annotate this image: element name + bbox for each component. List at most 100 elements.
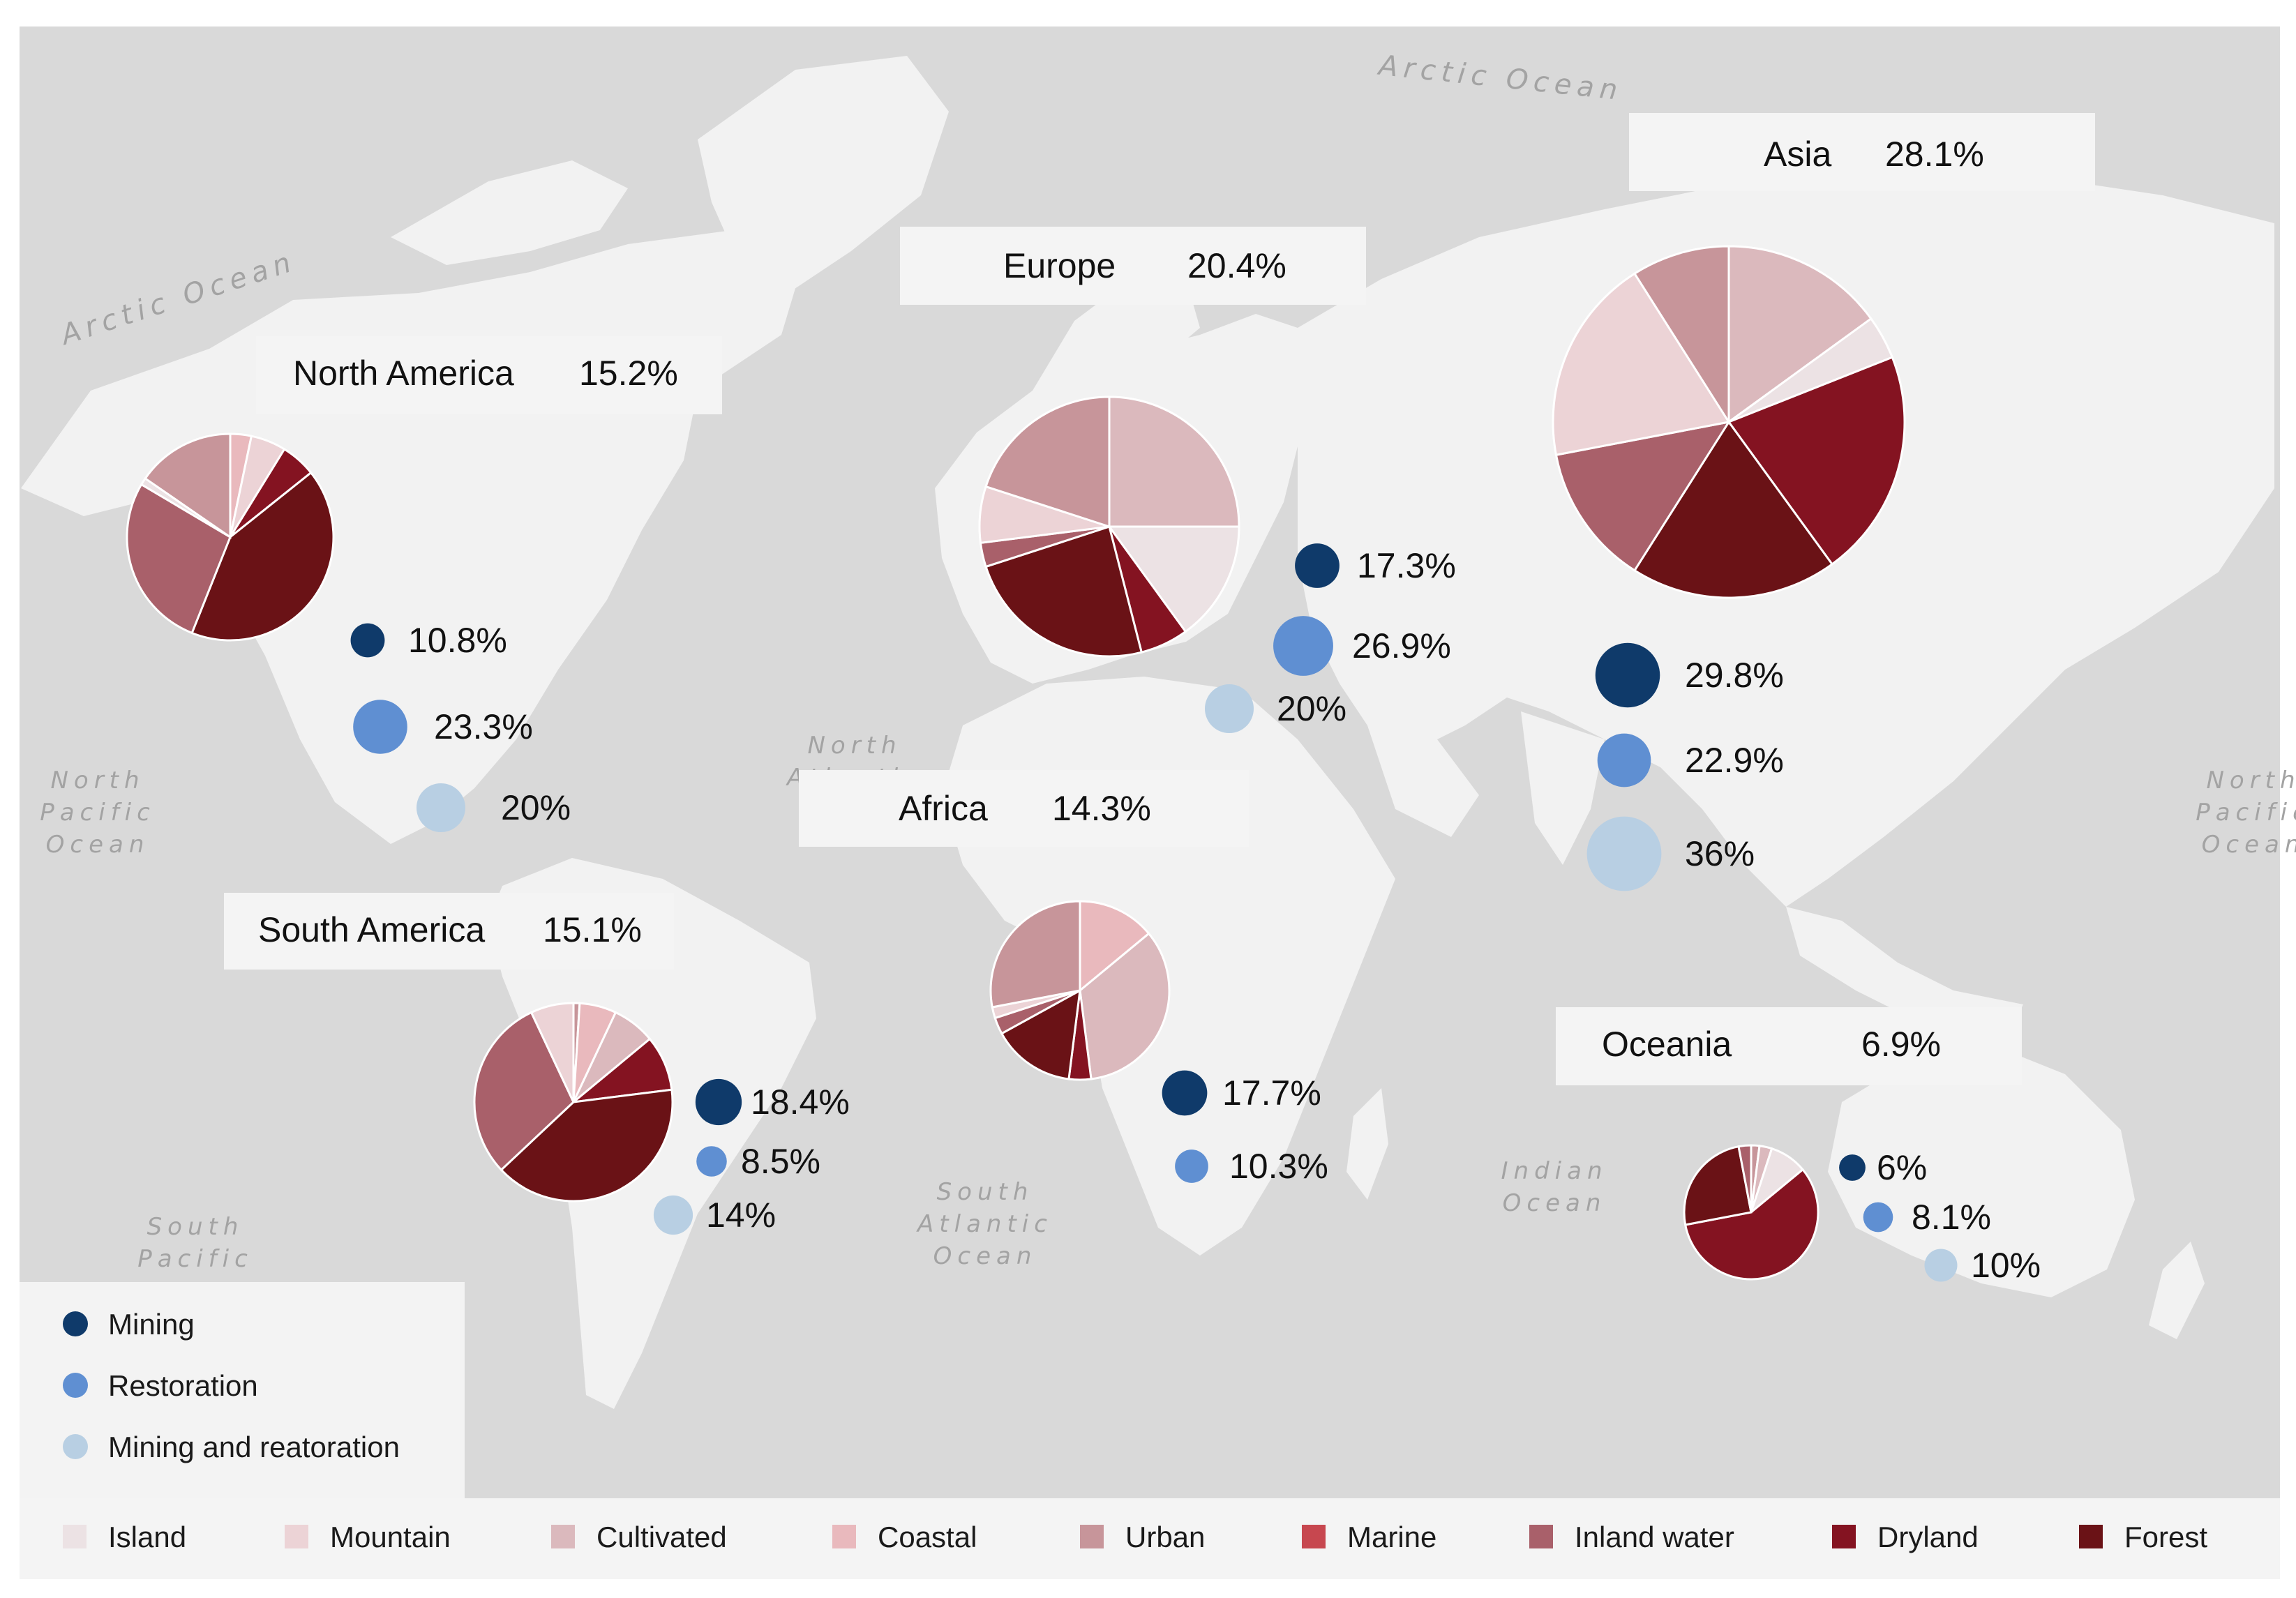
legend-label-mining: Mining: [108, 1308, 195, 1341]
region-percent: 14.3%: [1052, 789, 1151, 828]
pie-slice-forest: [984, 525, 1143, 658]
pie-slice-cultivated: [1727, 245, 1873, 424]
pie-slice-forest: [1633, 420, 1834, 599]
legend-marker-mining: [63, 1311, 88, 1336]
bubble-label: 36%: [1685, 834, 1755, 873]
legend-label-mountain: Mountain: [330, 1521, 451, 1553]
region-pies: [126, 245, 1906, 1281]
legend-swatch-forest: [2079, 1525, 2103, 1548]
region-percent: 15.2%: [579, 354, 678, 393]
pie-slice-inland-water: [1554, 420, 1732, 572]
bubble-mining-and-reatoration: [417, 783, 465, 832]
land-arabia-india: [1367, 711, 1605, 865]
legend-label-cultivated: Cultivated: [596, 1521, 727, 1553]
region-name: South America: [258, 910, 485, 949]
bubble-restoration: [1175, 1149, 1208, 1183]
pie-slice-cultivated: [1079, 932, 1171, 1080]
region-label-north-america: North America 15.2%: [256, 336, 722, 414]
bubble-label: 17.7%: [1222, 1073, 1321, 1113]
region-name: Oceania: [1602, 1025, 1732, 1064]
region-percent: 15.1%: [543, 910, 642, 949]
region-percent: 6.9%: [1861, 1025, 1941, 1064]
bubble-restoration: [1273, 616, 1333, 676]
pie-slice-urban: [144, 432, 232, 539]
ocean-label-north-pacific-west: North Pacific Ocean: [40, 767, 156, 859]
pie-north-america: [126, 432, 335, 642]
region-label-africa: Africa 14.3%: [799, 770, 1249, 847]
bubble-restoration: [1597, 733, 1651, 787]
legend-label-inland-water: Inland water: [1575, 1521, 1734, 1553]
legend-label-restoration: Restoration: [108, 1369, 258, 1402]
pie-africa: [989, 900, 1171, 1081]
legend-label-forest: Forest: [2124, 1521, 2207, 1553]
pie-slice-urban: [984, 395, 1111, 529]
bubble-label: 17.3%: [1357, 546, 1456, 585]
region-labels: North America 15.2% Europe 20.4% Asia 28…: [224, 113, 2095, 1085]
pie-slice-inland-water: [1737, 1144, 1753, 1213]
pie-slice-dryland: [1683, 1168, 1819, 1281]
legend-label-island: Island: [108, 1521, 186, 1553]
pie-slice-urban: [1633, 245, 1730, 426]
legend-marker-mining-and-reatoration: [63, 1434, 88, 1459]
bubble-mining: [1839, 1154, 1866, 1181]
legend-swatch-urban: [1080, 1525, 1104, 1548]
region-percent: 28.1%: [1885, 135, 1984, 174]
bubble-mining-and-reatoration: [653, 1195, 693, 1235]
ocean-label-south-atlantic: South Atlantic Ocean: [916, 1178, 1053, 1270]
pie-slice-forest: [500, 1088, 674, 1203]
pie-slice-urban: [989, 900, 1081, 1009]
land-greenland: [698, 56, 949, 293]
legend-marker-restoration: [63, 1373, 88, 1398]
category-legend-panel: [20, 1498, 2280, 1579]
land-australia: [1828, 1046, 2135, 1297]
bubble-label: 6%: [1877, 1148, 1927, 1187]
region-name: Africa: [899, 789, 988, 828]
legend-label-urban: Urban: [1125, 1521, 1205, 1553]
bubble-restoration: [1863, 1202, 1893, 1233]
land-new-zealand: [2149, 1242, 2205, 1339]
bubble-mining-and-reatoration: [1924, 1249, 1958, 1282]
legend-swatch-cultivated: [551, 1525, 575, 1548]
pie-slice-mountain: [530, 1002, 575, 1103]
ocean-label-indian: Indian Ocean: [1501, 1157, 1608, 1217]
bubble-mining: [695, 1078, 742, 1126]
legend-label-dryland: Dryland: [1877, 1521, 1979, 1553]
bubble-label: 23.3%: [434, 707, 533, 746]
bubble-label: 8.5%: [741, 1142, 820, 1181]
bubble-label: 8.1%: [1912, 1198, 1991, 1237]
region-label-oceania: Oceania 6.9%: [1556, 1007, 2022, 1085]
bubble-mining: [350, 623, 385, 658]
ocean-label-south-pacific: South Pacific: [137, 1213, 253, 1273]
category-legend: Island Mountain Cultivated Coastal Urban Mari…: [20, 1498, 2280, 1579]
region-name: Asia: [1764, 135, 1831, 174]
land-madagascar: [1346, 1088, 1388, 1200]
pie-slice-forest: [1683, 1145, 1753, 1226]
bubble-mining-and-reatoration: [1205, 684, 1254, 733]
bubble-restoration: [353, 700, 407, 754]
legend-swatch-inland-water: [1529, 1525, 1553, 1548]
pie-asia: [1552, 245, 1906, 599]
bubble-label: 26.9%: [1352, 626, 1451, 665]
bubble-mining: [1595, 642, 1660, 708]
pie-slice-mountain: [1552, 272, 1731, 456]
bubble-label: 18.4%: [751, 1083, 850, 1122]
pie-south-america: [473, 1002, 674, 1203]
bubble-legend-panel: [20, 1282, 465, 1498]
legend-label-marine: Marine: [1347, 1521, 1436, 1553]
bubble-label: 20%: [1277, 689, 1346, 728]
pie-slice-dryland: [570, 1037, 673, 1104]
region-label-south-america: South America 15.1%: [224, 893, 674, 970]
bubble-label: 10.8%: [408, 621, 507, 660]
pie-oceania: [1683, 1144, 1819, 1281]
legend-swatch-mountain: [285, 1525, 308, 1548]
legend-swatch-coastal: [832, 1525, 856, 1548]
legend-label-coastal: Coastal: [878, 1521, 977, 1553]
land-japan: [2037, 544, 2086, 642]
bubble-legend: Mining Restoration Mining and reatoration: [20, 1282, 465, 1498]
land-canadian-arctic: [391, 160, 628, 265]
land-scandinavia: [1033, 279, 1200, 391]
pie-slice-dryland: [1727, 356, 1906, 566]
legend-swatch-island: [63, 1525, 87, 1548]
